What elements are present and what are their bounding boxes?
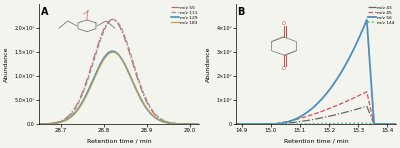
m/z 55 xyxy=(37,123,42,125)
Line: m/z 55: m/z 55 xyxy=(39,20,199,124)
m/z 129 xyxy=(37,123,42,125)
m/z 111 xyxy=(101,31,106,33)
m/z 43 xyxy=(343,111,348,113)
Line: m/z 43: m/z 43 xyxy=(236,106,396,124)
m/z 129 xyxy=(162,121,166,123)
m/z 56 xyxy=(364,19,369,21)
m/z 45 xyxy=(358,94,363,96)
m/z 56 xyxy=(298,116,303,117)
m/z 56 xyxy=(361,27,366,29)
Text: O: O xyxy=(282,66,286,71)
m/z 45 xyxy=(234,123,238,125)
m/z 45 xyxy=(343,101,348,103)
m/z 144 xyxy=(364,122,369,124)
m/z 55 xyxy=(146,105,151,107)
Legend: m/z 43, m/z 45, m/z 56, m/z 144: m/z 43, m/z 45, m/z 56, m/z 144 xyxy=(367,5,395,25)
Line: m/z 45: m/z 45 xyxy=(236,92,396,124)
m/z 111 xyxy=(164,121,169,123)
m/z 56 xyxy=(343,64,348,65)
m/z 183 xyxy=(110,51,115,53)
m/z 55 xyxy=(53,122,58,124)
Y-axis label: Abundance: Abundance xyxy=(4,46,9,82)
m/z 144 xyxy=(394,123,398,125)
m/z 183 xyxy=(162,121,166,123)
m/z 56 xyxy=(250,123,255,125)
m/z 55 xyxy=(107,20,112,22)
m/z 129 xyxy=(101,57,106,59)
m/z 129 xyxy=(146,111,151,112)
m/z 144 xyxy=(358,122,363,124)
m/z 111 xyxy=(53,122,58,124)
m/z 111 xyxy=(162,120,166,121)
m/z 129 xyxy=(164,122,169,124)
m/z 43 xyxy=(361,106,366,108)
m/z 144 xyxy=(343,122,348,124)
m/z 45 xyxy=(250,123,255,125)
m/z 129 xyxy=(53,122,58,124)
m/z 111 xyxy=(107,21,112,22)
Text: O: O xyxy=(282,21,286,26)
m/z 144 xyxy=(298,123,303,125)
m/z 129 xyxy=(196,123,201,125)
m/z 144 xyxy=(304,123,309,125)
m/z 45 xyxy=(394,123,398,125)
m/z 111 xyxy=(196,123,201,125)
m/z 43 xyxy=(234,123,238,125)
m/z 45 xyxy=(304,116,309,117)
Line: m/z 56: m/z 56 xyxy=(236,20,396,124)
X-axis label: Retention time / min: Retention time / min xyxy=(87,139,151,144)
m/z 144 xyxy=(250,123,255,125)
m/z 183 xyxy=(107,52,112,54)
m/z 55 xyxy=(110,19,115,20)
m/z 183 xyxy=(37,123,42,125)
m/z 45 xyxy=(364,91,369,93)
m/z 56 xyxy=(394,123,398,125)
Line: m/z 144: m/z 144 xyxy=(236,123,396,124)
m/z 55 xyxy=(162,120,166,122)
m/z 55 xyxy=(164,121,169,123)
m/z 111 xyxy=(111,19,116,20)
m/z 45 xyxy=(361,92,366,94)
Y-axis label: Abundance: Abundance xyxy=(206,46,211,82)
m/z 183 xyxy=(53,122,58,124)
m/z 43 xyxy=(394,123,398,125)
m/z 183 xyxy=(196,123,201,125)
m/z 43 xyxy=(298,121,303,122)
Line: m/z 111: m/z 111 xyxy=(39,20,199,124)
m/z 111 xyxy=(146,104,151,106)
m/z 55 xyxy=(196,123,201,125)
m/z 144 xyxy=(361,122,366,124)
Text: A: A xyxy=(41,7,48,17)
m/z 43 xyxy=(250,123,255,125)
m/z 183 xyxy=(146,110,151,112)
m/z 43 xyxy=(364,105,369,107)
m/z 55 xyxy=(101,29,106,31)
m/z 183 xyxy=(164,122,169,123)
m/z 43 xyxy=(358,107,363,109)
m/z 183 xyxy=(101,59,106,61)
m/z 129 xyxy=(107,51,112,53)
m/z 56 xyxy=(358,33,363,35)
Line: m/z 183: m/z 183 xyxy=(39,52,199,124)
m/z 56 xyxy=(304,112,309,114)
Line: m/z 129: m/z 129 xyxy=(39,51,199,124)
m/z 45 xyxy=(298,117,303,119)
Text: B: B xyxy=(238,7,245,17)
m/z 129 xyxy=(110,50,115,52)
m/z 56 xyxy=(234,123,238,125)
m/z 144 xyxy=(234,123,238,125)
Legend: m/z 55, m/z 111, m/z 129, m/z 183: m/z 55, m/z 111, m/z 129, m/z 183 xyxy=(170,5,198,25)
m/z 111 xyxy=(37,123,42,125)
m/z 43 xyxy=(304,120,309,122)
X-axis label: Retention time / min: Retention time / min xyxy=(284,139,348,144)
